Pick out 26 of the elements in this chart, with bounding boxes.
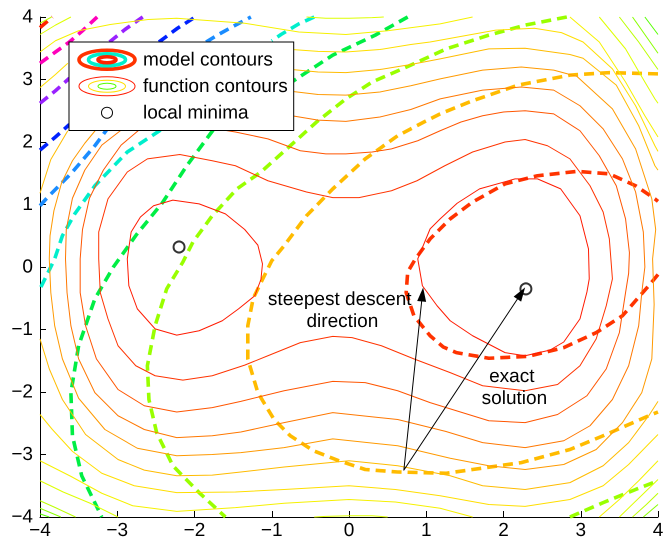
annotation: exact solution (482, 366, 548, 409)
x-tick-label: −2 (184, 520, 206, 541)
y-tick-label: 0 (22, 256, 33, 278)
line-series (38, 15, 99, 66)
y-tick-label: 2 (22, 132, 33, 152)
x-tick-label: 0 (344, 520, 354, 541)
legend-label: local minima (143, 102, 250, 124)
line-series (417, 178, 590, 356)
legend-label: model contours (143, 49, 273, 70)
line-series (126, 200, 263, 336)
legend-label: function contours (143, 76, 288, 97)
y-tick-label: 1 (22, 194, 33, 215)
x-tick-label: −3 (106, 520, 128, 541)
annotation: steepest descent direction (268, 289, 417, 332)
x-tick-label: −1 (260, 520, 283, 541)
x-tick-label: 3 (575, 520, 586, 541)
y-tick-label: 4 (22, 6, 34, 28)
x-tick-label: 2 (498, 520, 509, 541)
point (172, 240, 186, 254)
y-tick-label: −4 (11, 506, 34, 528)
x-tick-label: 4 (652, 520, 664, 541)
y-tick-label: −3 (11, 444, 33, 465)
y-tick-label: 3 (22, 69, 33, 90)
x-tick-label: 1 (420, 520, 432, 541)
y-tick-label: −1 (11, 319, 33, 340)
y-tick-label: −2 (11, 382, 33, 402)
